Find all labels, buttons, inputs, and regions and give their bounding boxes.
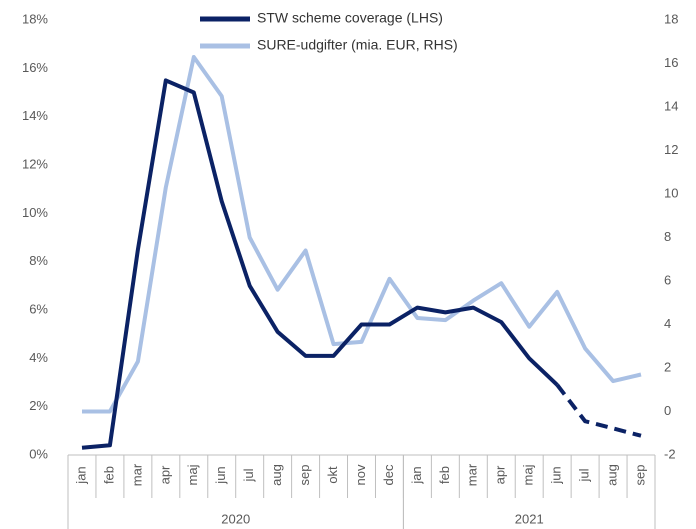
y-tick-label: 12% [22,156,48,171]
x-tick-label: jan [73,466,88,484]
x-tick-label: nov [353,464,368,485]
y-tick-label: 8% [29,253,48,268]
y-tick-label: 16% [22,60,48,75]
y-tick-label: 18% [22,11,48,26]
x-tick-label: aug [269,464,284,486]
y2-tick-label: -2 [664,446,676,461]
x-tick-label: apr [493,465,508,484]
legend-label: STW scheme coverage (LHS) [257,10,443,26]
y2-tick-label: 14 [664,98,678,113]
x-tick-label: feb [101,466,116,484]
x-tick-label: jun [213,466,228,484]
x-tick-label: aug [605,464,620,486]
y-tick-label: 6% [29,301,48,316]
legend-label: SURE-udgifter (mia. EUR, RHS) [257,37,458,53]
y-tick-label: 0% [29,446,48,461]
x-tick-label: jul [577,468,592,482]
x-tick-label: jun [549,466,564,484]
legend: STW scheme coverage (LHS) SURE-udgifter (… [200,10,458,53]
y2-tick-label: 12 [664,142,678,157]
series-line [82,55,642,414]
series-line-dashed [555,383,642,438]
x-tick-label: mar [129,463,144,486]
x-tick-label: feb [437,466,452,484]
y2-tick-label: 4 [664,316,671,331]
y-tick-label: 10% [22,205,48,220]
y2-tick-label: 0 [664,403,671,418]
y2-tick-label: 10 [664,185,678,200]
x-tick-label: maj [521,464,536,485]
x-tick-label: jan [409,466,424,484]
x-tick-label: dec [381,464,396,485]
x-tick-label: sep [632,465,647,486]
x-tick-label: okt [325,466,340,484]
x-group-label: 2020 [221,511,250,526]
y-tick-label: 4% [29,350,48,365]
series-line [81,78,559,450]
y2-tick-label: 2 [664,359,671,374]
y2-tick-label: 16 [664,55,678,70]
y-tick-label: 2% [29,398,48,413]
x-group-label: 2021 [515,511,544,526]
y-tick-label: 14% [22,108,48,123]
y2-tick-label: 18 [664,11,678,26]
y2-tick-label: 8 [664,229,671,244]
x-tick-label: mar [465,463,480,486]
x-tick-label: jul [241,468,256,482]
x-tick-label: apr [157,465,172,484]
y2-tick-label: 6 [664,272,671,287]
x-tick-label: maj [185,464,200,485]
x-tick-label: sep [297,465,312,486]
